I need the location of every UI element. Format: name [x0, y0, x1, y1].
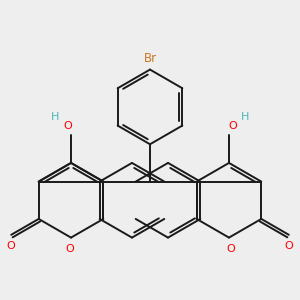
Text: O: O — [63, 121, 72, 131]
Text: Br: Br — [143, 52, 157, 64]
Text: O: O — [65, 244, 74, 254]
Text: O: O — [226, 244, 235, 254]
Text: O: O — [284, 241, 293, 250]
Text: H: H — [241, 112, 249, 122]
Text: O: O — [228, 121, 237, 131]
Text: O: O — [7, 241, 16, 250]
Text: H: H — [51, 112, 59, 122]
